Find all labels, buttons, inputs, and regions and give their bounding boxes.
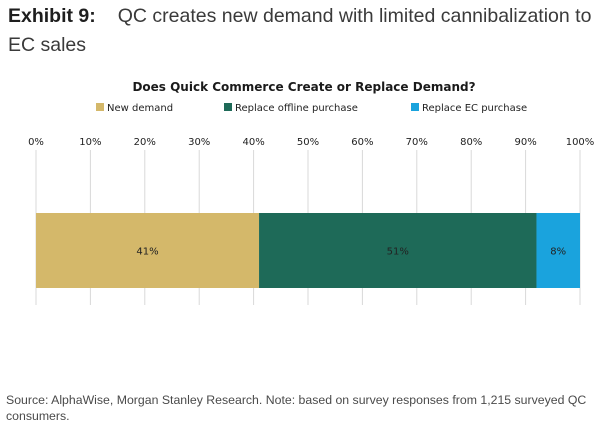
legend-swatch-2 bbox=[224, 103, 232, 111]
chart-legend: New demand Replace offline purchase Replac… bbox=[96, 103, 527, 114]
bar-segments bbox=[36, 213, 580, 288]
legend-swatch-1 bbox=[96, 103, 104, 111]
bar-segment-2 bbox=[259, 213, 537, 288]
exhibit-title: QC creates new demand with limited canni… bbox=[8, 5, 592, 56]
x-tick-label: 70% bbox=[406, 137, 428, 148]
x-tick-label: 0% bbox=[28, 137, 44, 148]
bar-segment-3 bbox=[536, 213, 580, 288]
bar-segment-1 bbox=[36, 213, 260, 288]
legend-label-3: Replace EC purchase bbox=[422, 103, 527, 114]
bar-data-labels: 41% 51% 8% bbox=[136, 247, 566, 258]
x-tick-label: 20% bbox=[134, 137, 156, 148]
stacked-bar-chart: Does Quick Commerce Create or Replace De… bbox=[28, 80, 594, 305]
source-note: Source: AlphaWise, Morgan Stanley Resear… bbox=[6, 393, 587, 423]
x-tick-label: 90% bbox=[514, 137, 536, 148]
bar-value-label-2: 51% bbox=[387, 247, 409, 258]
bar-value-label-1: 41% bbox=[136, 247, 158, 258]
x-tick-label: 40% bbox=[242, 137, 264, 148]
x-tick-label: 10% bbox=[79, 137, 101, 148]
bar-value-label-3: 8% bbox=[550, 247, 566, 258]
exhibit-header: Exhibit 9: QC creates new demand with lim… bbox=[8, 2, 596, 60]
legend-label-2: Replace offline purchase bbox=[235, 103, 358, 114]
x-axis-ticks: 0% 10% 20% 30% 40% 50% 60% 70% 80% 90% 100% bbox=[28, 137, 594, 148]
x-tick-label: 80% bbox=[460, 137, 482, 148]
x-tick-label: 60% bbox=[351, 137, 373, 148]
exhibit-label: Exhibit 9: bbox=[8, 5, 96, 27]
legend-swatch-3 bbox=[411, 103, 419, 111]
x-tick-label: 50% bbox=[297, 137, 319, 148]
chart-title: Does Quick Commerce Create or Replace De… bbox=[132, 80, 475, 94]
x-tick-label: 30% bbox=[188, 137, 210, 148]
x-tick-label: 100% bbox=[566, 137, 595, 148]
legend-label-1: New demand bbox=[107, 103, 173, 114]
